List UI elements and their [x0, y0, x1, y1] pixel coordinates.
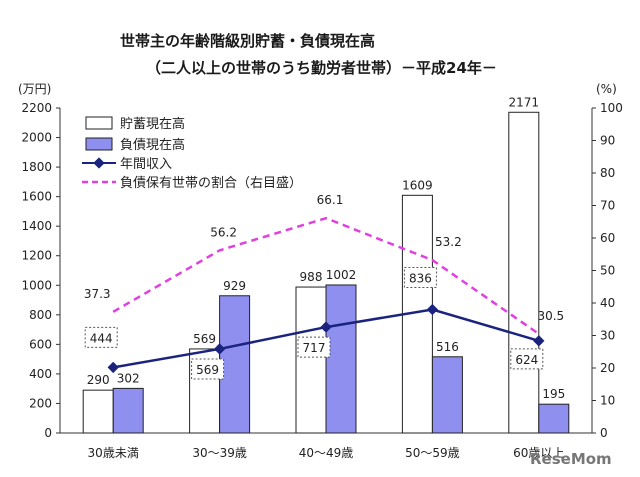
ratio-value-label: 56.2 — [210, 225, 237, 239]
debt-bar — [219, 295, 251, 434]
savings-value-label: 988 — [300, 270, 323, 284]
y-right-tick-label: 90 — [600, 134, 615, 148]
category-label: 50～59歳 — [405, 446, 460, 460]
y-left-tick-label: 1600 — [21, 190, 52, 204]
y-left-tick-label: 200 — [29, 396, 52, 410]
debt-bar — [538, 403, 570, 434]
category-label: 30～39歳 — [192, 446, 247, 460]
legend-marker-income — [93, 157, 105, 169]
income-value-label: 569 — [196, 363, 219, 377]
y-left-tick-label: 400 — [29, 367, 52, 381]
y-left-ticks: 0 200 400 600 800 1000 1200 1400 1600 1800 2000 220… — [21, 101, 60, 440]
savings-value-label: 1609 — [402, 178, 433, 192]
y-right-unit: (%) — [596, 82, 617, 96]
y-left-tick-label: 1800 — [21, 160, 52, 174]
savings-bar — [508, 111, 540, 434]
category-label: 60歳以上 — [513, 446, 564, 460]
y-right-tick-label: 50 — [600, 264, 615, 278]
y-left-tick-label: 2200 — [21, 101, 52, 115]
income-label-box — [297, 336, 331, 358]
y-right-tick-label: 0 — [600, 426, 608, 440]
savings-value-label: 290 — [87, 373, 110, 387]
income-label-box — [84, 326, 118, 348]
income-label-box — [510, 348, 544, 370]
income-point — [533, 335, 545, 347]
ratio-line — [112, 216, 540, 335]
legend-label-income: 年間収入 — [120, 157, 172, 172]
savings-bar — [295, 286, 327, 434]
y-right-tick-label: 70 — [600, 199, 615, 213]
y-left-tick-label: 0 — [44, 426, 52, 440]
savings-value-label: 2171 — [509, 95, 540, 109]
debt-value-label: 1002 — [326, 268, 357, 282]
savings-bar — [82, 389, 114, 434]
legend-swatch-debt — [85, 137, 113, 151]
debt-bar — [431, 356, 463, 434]
y-right-tick-label: 60 — [600, 231, 615, 245]
ratio-value-label: 30.5 — [537, 309, 564, 323]
y-right-tick-label: 10 — [600, 394, 615, 408]
y-right-tick-label: 20 — [600, 361, 615, 375]
debt-bar — [112, 387, 144, 434]
debt-value-label: 302 — [117, 371, 140, 385]
debt-value-label: 195 — [542, 387, 565, 401]
category-label: 30歳未満 — [88, 446, 139, 460]
debt-value-label: 929 — [223, 279, 246, 293]
ratio-value-label: 66.1 — [317, 193, 344, 207]
income-label-box — [403, 267, 437, 288]
legend-label-ratio: 負債保有世帯の割合（右目盛） — [120, 175, 302, 191]
watermark-logo: ReseMom — [530, 450, 612, 468]
ratio-value-label: 53.2 — [435, 235, 462, 249]
category-labels: 30歳未満 30～39歳 40～49歳 50～59歳 60歳以上 — [88, 446, 565, 460]
y-right-tick-label: 80 — [600, 166, 615, 180]
income-value-label: 444 — [90, 331, 113, 345]
y-left-tick-label: 600 — [29, 337, 52, 351]
debt-value-label: 516 — [436, 340, 459, 354]
savings-value-label: 569 — [193, 332, 216, 346]
debt-bar — [325, 284, 357, 434]
y-right-tick-label: 40 — [600, 296, 615, 310]
chart-title: 世帯主の年齢階級別貯蓄・負債現在高 — [120, 32, 375, 50]
y-right-ticks: 0 10 20 30 40 50 60 70 80 90 100 — [592, 101, 623, 440]
y-right-tick-label: 100 — [600, 101, 623, 115]
lines — [107, 216, 545, 374]
y-left-tick-label: 2000 — [21, 131, 52, 145]
y-left-tick-label: 800 — [29, 308, 52, 322]
category-label: 40～49歳 — [299, 446, 354, 460]
income-value-label: 717 — [303, 341, 326, 355]
income-label-box — [191, 358, 225, 380]
data-labels: 290 302 444 37.3 569 929 569 56.2 988 1002 717 66.1… — [84, 95, 565, 401]
y-right-tick-label: 30 — [600, 329, 615, 343]
y-left-tick-label: 1200 — [21, 249, 52, 263]
y-left-unit: (万円) — [18, 82, 51, 96]
legend: 貯蓄現在高 負債現在高 年間収入 負債保有世帯の割合（右目盛） — [82, 116, 302, 191]
income-point — [213, 343, 226, 355]
y-left-tick-label: 1400 — [21, 219, 52, 233]
legend-swatch-savings — [85, 116, 113, 130]
income-point — [426, 303, 439, 316]
income-value-label: 624 — [515, 353, 538, 367]
y-left-tick-label: 1000 — [21, 278, 52, 292]
chart-subtitle: （二人以上の世帯のうち勤労者世帯）－平成24年－ — [146, 59, 497, 77]
legend-label-debt: 負債現在高 — [120, 137, 185, 153]
ratio-value-label: 37.3 — [84, 287, 111, 301]
legend-label-savings: 貯蓄現在高 — [120, 116, 185, 132]
income-point — [320, 321, 332, 333]
bars — [82, 111, 570, 434]
income-value-label: 836 — [409, 272, 432, 286]
